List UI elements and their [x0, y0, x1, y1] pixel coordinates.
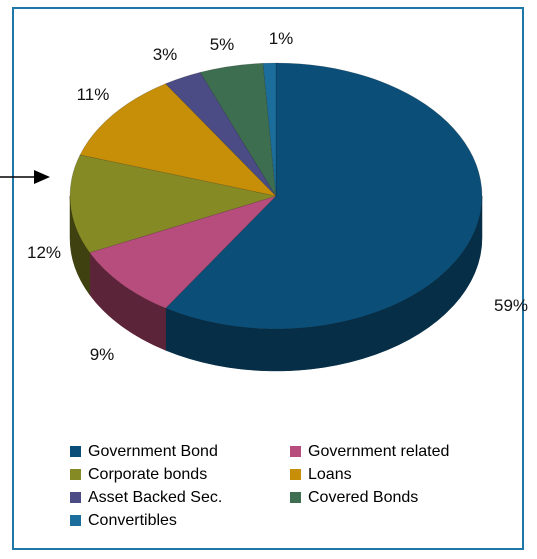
legend-item-covered-bonds: Covered Bonds [290, 489, 510, 507]
legend-item-loans: Loans [290, 466, 510, 484]
data-label-government-related: 9% [90, 345, 115, 364]
legend-item-corporate-bonds: Corporate bonds [70, 466, 290, 484]
legend-swatch [70, 492, 81, 503]
legend-swatch [290, 492, 301, 503]
legend-label: Covered Bonds [308, 488, 419, 506]
data-label-convertibles: 1% [269, 29, 294, 48]
legend-swatch [70, 469, 81, 480]
pie-slice-government-related [89, 195, 277, 309]
data-label-corporate-bonds: 12% [27, 243, 61, 262]
legend-label: Asset Backed Sec. [88, 488, 223, 506]
pie-slice-government-bond [165, 62, 483, 330]
pie-slice-corporate-bonds [69, 154, 277, 253]
legend-swatch [290, 446, 301, 457]
data-label-covered-bonds: 5% [210, 35, 235, 54]
data-label-loans: 11% [77, 85, 110, 104]
legend-item-convertibles: Convertibles [70, 512, 290, 530]
legend-label: Loans [308, 465, 352, 483]
legend-row: Corporate bonds Loans [70, 463, 510, 486]
legend-swatch [70, 446, 81, 457]
pie-slice-asset-backed-sec [165, 71, 277, 197]
legend-swatch [70, 515, 81, 526]
legend-row: Asset Backed Sec. Covered Bonds [70, 486, 510, 509]
data-label-asset-backed-sec: 3% [153, 45, 178, 64]
pie-labels: 59% 9% 12% 11% 3% 5% 1% [27, 29, 528, 364]
legend-swatch [290, 469, 301, 480]
pointer-arrow [0, 170, 50, 184]
pie-slice-loans [79, 83, 277, 197]
pie-slice-convertibles [262, 62, 277, 197]
legend-label: Government Bond [88, 442, 218, 460]
pie-slice-covered-bonds [199, 62, 277, 197]
legend-label: Convertibles [88, 511, 177, 529]
pie-tops [69, 62, 483, 330]
data-label-government-bond: 59% [494, 296, 528, 315]
legend-label: Government related [308, 442, 450, 460]
legend-item-government-related: Government related [290, 443, 510, 461]
legend-item-government-bond: Government Bond [70, 443, 290, 461]
legend-label: Corporate bonds [88, 465, 208, 483]
legend-row: Convertibles [70, 509, 510, 532]
legend: Government Bond Government related Corpora… [70, 440, 510, 532]
legend-item-asset-backed-sec: Asset Backed Sec. [70, 489, 290, 507]
legend-row: Government Bond Government related [70, 440, 510, 463]
